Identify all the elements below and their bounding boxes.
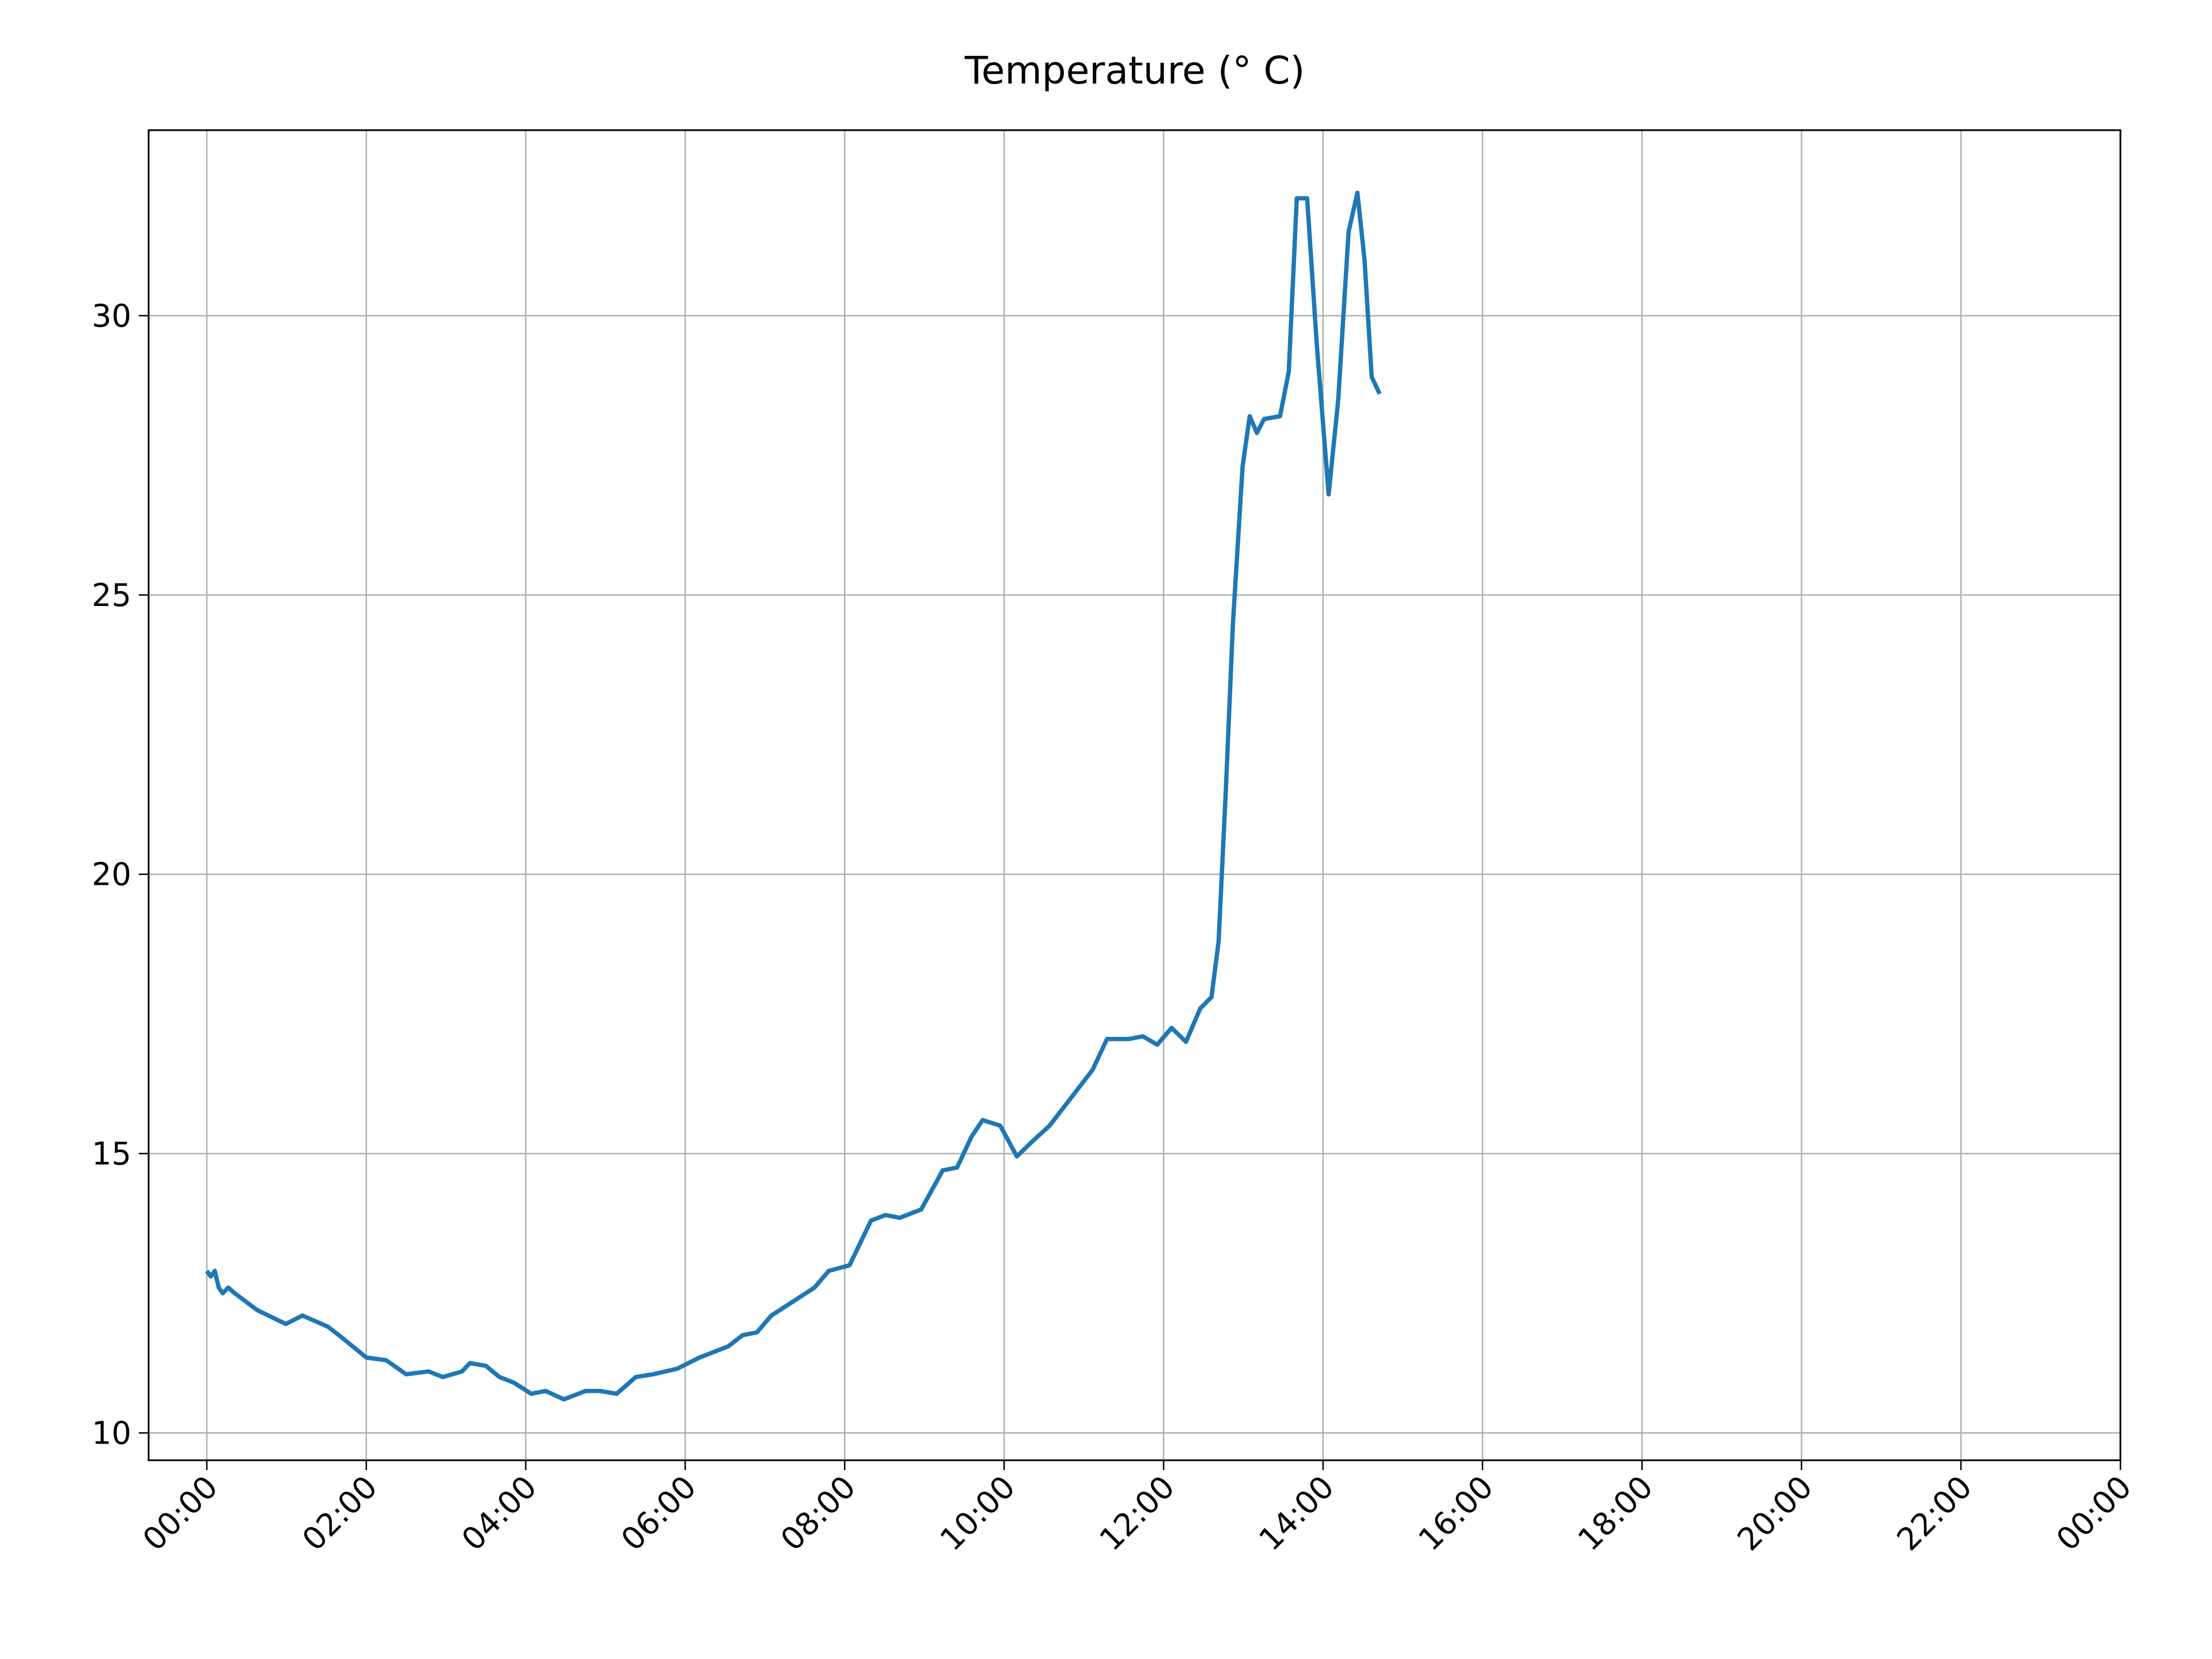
- x-tick-label: 14:00: [1252, 1469, 1341, 1558]
- chart-title: Temperature (° C): [964, 48, 1305, 93]
- x-tick-label: 22:00: [1890, 1469, 1979, 1558]
- x-tick-label: 12:00: [1093, 1469, 1182, 1558]
- y-tick-label: 15: [92, 1136, 131, 1172]
- data-line: [204, 190, 1382, 1402]
- y-tick-label: 30: [92, 298, 131, 334]
- x-tick-label: 00:00: [2050, 1469, 2139, 1558]
- y-tick-label: 20: [92, 857, 131, 893]
- x-tick-label: 02:00: [295, 1469, 384, 1558]
- x-tick-label: 00:00: [136, 1469, 225, 1558]
- plot-frame: [147, 129, 2122, 1461]
- x-tick-label: 08:00: [774, 1469, 863, 1558]
- x-tick-label: 16:00: [1411, 1469, 1501, 1558]
- x-tick-label: 20:00: [1730, 1469, 1820, 1558]
- x-tick-label: 18:00: [1571, 1469, 1660, 1558]
- x-tick-label: 10:00: [933, 1469, 1022, 1558]
- y-tick-label: 25: [92, 577, 131, 613]
- y-tick-label: 10: [92, 1415, 131, 1451]
- x-tick-label: 04:00: [454, 1469, 544, 1558]
- x-tick-label: 06:00: [614, 1469, 703, 1558]
